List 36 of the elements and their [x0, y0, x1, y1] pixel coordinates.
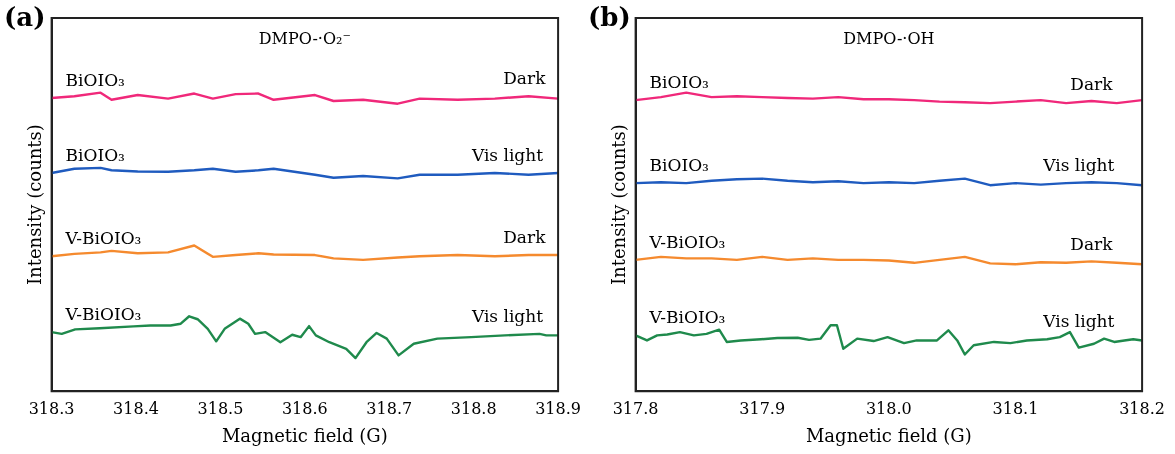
x-axis-title: Magnetic field (G)	[221, 424, 388, 446]
x-axis-title: Magnetic field (G)	[805, 424, 972, 446]
x-tick-label: 318.6	[281, 398, 328, 418]
series-label: BiOIO₃	[65, 144, 125, 165]
x-tick-label: 318.2	[1119, 398, 1165, 418]
annotation: Vis light	[470, 144, 544, 165]
x-tick-label: 318.9	[535, 398, 581, 418]
annotation: Dark	[1070, 73, 1114, 94]
y-axis-title: Intensity (counts)	[24, 124, 46, 286]
x-tick-label: 318.5	[197, 398, 244, 418]
x-tick-label: 318.0	[865, 398, 912, 418]
text: (b)	[588, 1, 631, 32]
annotation: Dark	[503, 226, 547, 247]
x-tick-label: 317.8	[612, 398, 659, 418]
annotation: Vis light	[1042, 310, 1115, 331]
series-label: V-BiOIO₃	[64, 304, 142, 325]
x-tick-label: 318.7	[366, 398, 413, 418]
x-tick-label: 318.3	[28, 398, 75, 418]
x-tick-label: 318.8	[450, 398, 497, 418]
series-label: V-BiOIO₃	[64, 228, 142, 249]
annotation: Vis light	[470, 305, 544, 326]
x-tick-label: 318.4	[113, 398, 159, 418]
chart-title: DMPO-·O₂⁻	[258, 29, 351, 49]
annotation: Dark	[503, 68, 547, 89]
text: (a)	[4, 1, 46, 32]
series-label: BiOIO₃	[649, 72, 709, 93]
x-tick-label: 317.9	[739, 398, 786, 418]
annotation: Dark	[1070, 234, 1114, 255]
chart-title: DMPO-·OH	[843, 29, 935, 49]
series-label: BiOIO₃	[649, 155, 709, 176]
series-label: BiOIO₃	[65, 69, 125, 90]
series-label: V-BiOIO₃	[648, 231, 726, 252]
y-axis-title: Intensity (counts)	[608, 124, 630, 286]
annotation: Vis light	[1042, 155, 1115, 176]
x-tick-label: 318.1	[992, 398, 1039, 418]
series-label: V-BiOIO₃	[648, 307, 726, 328]
